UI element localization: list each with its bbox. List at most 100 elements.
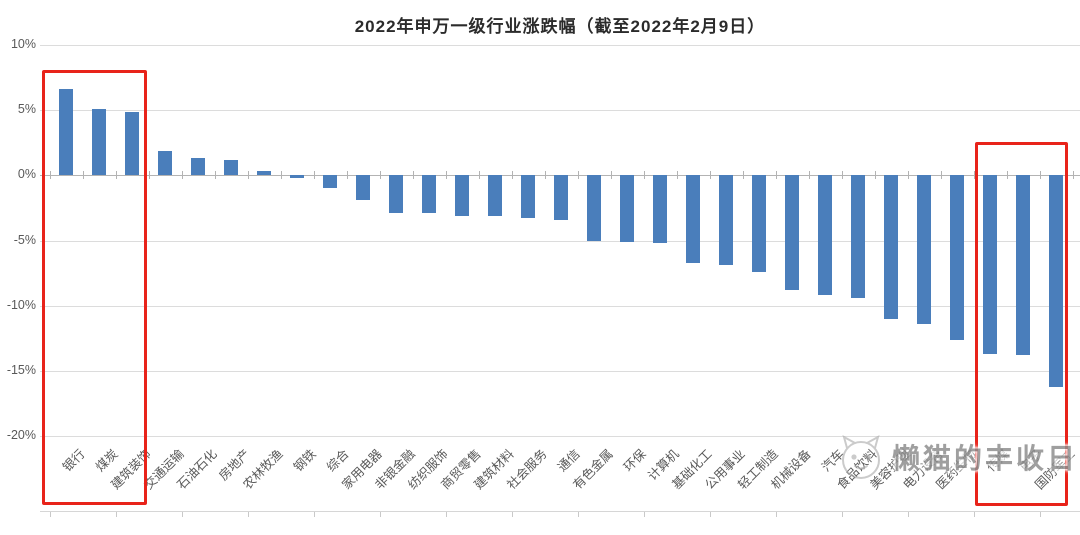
bar <box>851 175 865 298</box>
zero-axis-tick <box>181 171 183 180</box>
bottom-axis-tick <box>247 512 249 517</box>
bar <box>521 175 535 219</box>
highlight-box <box>975 142 1068 506</box>
bar <box>785 175 799 291</box>
bottom-axis-tick <box>907 512 909 517</box>
bar <box>389 175 403 214</box>
bar <box>125 111 139 176</box>
bar <box>158 150 172 176</box>
zero-axis-tick <box>511 171 513 180</box>
bar <box>290 175 304 178</box>
zero-axis-tick <box>313 171 315 180</box>
bar <box>917 175 931 325</box>
bottom-axis-tick <box>775 512 777 517</box>
zero-axis-tick <box>874 171 876 180</box>
bottom-axis-tick <box>181 512 183 517</box>
chart-title: 2022年申万一级行业涨跌幅（截至2022年2月9日） <box>354 17 766 36</box>
bar <box>92 108 106 176</box>
bar <box>455 175 469 216</box>
zero-axis-tick <box>478 171 480 180</box>
bar <box>554 175 568 220</box>
y-axis-label: 5% <box>17 102 36 117</box>
zero-axis-tick <box>1006 171 1008 180</box>
zero-axis-tick <box>445 171 447 180</box>
zero-axis-tick <box>709 171 711 180</box>
bar <box>620 175 634 242</box>
zero-axis-tick <box>841 171 843 180</box>
bar <box>323 175 337 189</box>
zero-axis-tick <box>610 171 612 180</box>
zero-axis-tick <box>49 171 51 180</box>
zero-axis-tick <box>940 171 942 180</box>
bottom-axis-tick <box>841 512 843 517</box>
zero-axis-tick <box>643 171 645 180</box>
bar <box>752 175 766 272</box>
y-axis-label: -20% <box>6 428 36 443</box>
y-axis-label: 10% <box>10 37 36 51</box>
gridline <box>40 110 1080 112</box>
zero-axis-tick <box>214 171 216 180</box>
zero-axis-tick <box>775 171 777 180</box>
bottom-axis-tick <box>1039 512 1041 517</box>
zero-axis-tick <box>973 171 975 180</box>
bar <box>653 175 667 244</box>
bar <box>488 175 502 216</box>
bar <box>422 175 436 214</box>
bar <box>983 175 997 355</box>
bar <box>719 175 733 266</box>
y-axis-label: -10% <box>6 297 36 312</box>
bar <box>257 171 271 176</box>
bar <box>1016 175 1030 356</box>
watermark: 懒猫的丰收日 <box>834 430 1078 484</box>
bottom-axis-tick <box>379 512 381 517</box>
gridline <box>40 305 1080 307</box>
bar <box>818 175 832 296</box>
bottom-axis-tick <box>643 512 645 517</box>
bottom-axis-tick <box>511 512 513 517</box>
gridline <box>40 45 1080 46</box>
zero-axis-tick <box>907 171 909 180</box>
y-axis-label: -15% <box>6 363 36 377</box>
zero-axis-tick <box>577 171 579 180</box>
bar <box>356 175 370 201</box>
bottom-axis-line <box>40 511 1080 512</box>
zero-axis-tick <box>280 171 282 180</box>
bottom-axis-tick <box>577 512 579 517</box>
zero-axis-tick <box>742 171 744 180</box>
bar <box>686 175 700 263</box>
zero-axis-tick <box>1072 171 1074 180</box>
bottom-axis-tick <box>709 512 711 517</box>
bottom-axis-tick <box>973 512 975 517</box>
bar <box>224 159 238 176</box>
zero-axis-tick <box>676 171 678 180</box>
y-axis-label: 0% <box>17 167 36 182</box>
zero-axis-tick <box>247 171 249 180</box>
zero-axis-tick <box>379 171 381 180</box>
bar <box>59 89 73 176</box>
y-axis-label: -5% <box>13 232 36 247</box>
bar <box>587 175 601 241</box>
zero-axis-tick <box>808 171 810 180</box>
zero-axis-tick <box>1039 171 1041 180</box>
bar <box>950 175 964 340</box>
bottom-axis-tick <box>445 512 447 517</box>
cat-doodle-icon <box>842 434 880 479</box>
gridline <box>40 436 1080 438</box>
bar-chart: 2022年申万一级行业涨跌幅（截至2022年2月9日） 10% 5% 0% -5% -1… <box>6 17 1080 517</box>
zero-axis-tick <box>148 171 150 180</box>
bottom-axis-tick <box>49 512 51 517</box>
bottom-axis-tick <box>313 512 315 517</box>
watermark-text: 懒猫的丰收日 <box>892 443 1079 474</box>
bar <box>191 158 205 176</box>
zero-axis-tick <box>82 171 84 180</box>
bar <box>1049 175 1063 387</box>
bottom-axis-tick <box>115 512 117 517</box>
zero-axis-tick <box>115 171 117 180</box>
zero-axis-tick <box>412 171 414 180</box>
gridline <box>40 371 1080 372</box>
gridline <box>40 240 1080 242</box>
highlight-box <box>42 70 147 505</box>
zero-axis-tick <box>544 171 546 180</box>
zero-axis-tick <box>346 171 348 180</box>
bar <box>884 175 898 319</box>
